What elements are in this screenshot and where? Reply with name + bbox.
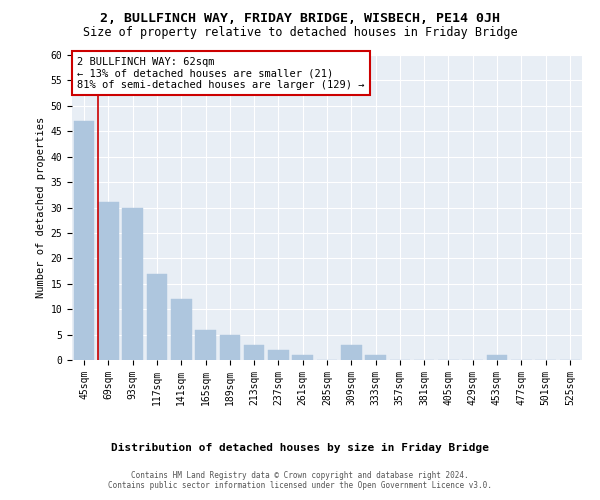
Bar	[244, 345, 265, 360]
Text: 2, BULLFINCH WAY, FRIDAY BRIDGE, WISBECH, PE14 0JH: 2, BULLFINCH WAY, FRIDAY BRIDGE, WISBECH…	[100, 12, 500, 26]
Bar	[74, 121, 94, 360]
Bar	[122, 208, 143, 360]
Bar	[365, 355, 386, 360]
Text: Size of property relative to detached houses in Friday Bridge: Size of property relative to detached ho…	[83, 26, 517, 39]
Text: 2 BULLFINCH WAY: 62sqm
← 13% of detached houses are smaller (21)
81% of semi-det: 2 BULLFINCH WAY: 62sqm ← 13% of detached…	[77, 56, 365, 90]
Bar	[171, 299, 191, 360]
Bar	[98, 202, 119, 360]
Bar	[487, 355, 508, 360]
Bar	[341, 345, 362, 360]
Bar	[292, 355, 313, 360]
Text: Contains HM Land Registry data © Crown copyright and database right 2024.
Contai: Contains HM Land Registry data © Crown c…	[108, 470, 492, 490]
Text: Distribution of detached houses by size in Friday Bridge: Distribution of detached houses by size …	[111, 442, 489, 452]
Y-axis label: Number of detached properties: Number of detached properties	[37, 117, 46, 298]
Bar	[146, 274, 167, 360]
Bar	[268, 350, 289, 360]
Bar	[220, 334, 240, 360]
Bar	[195, 330, 216, 360]
